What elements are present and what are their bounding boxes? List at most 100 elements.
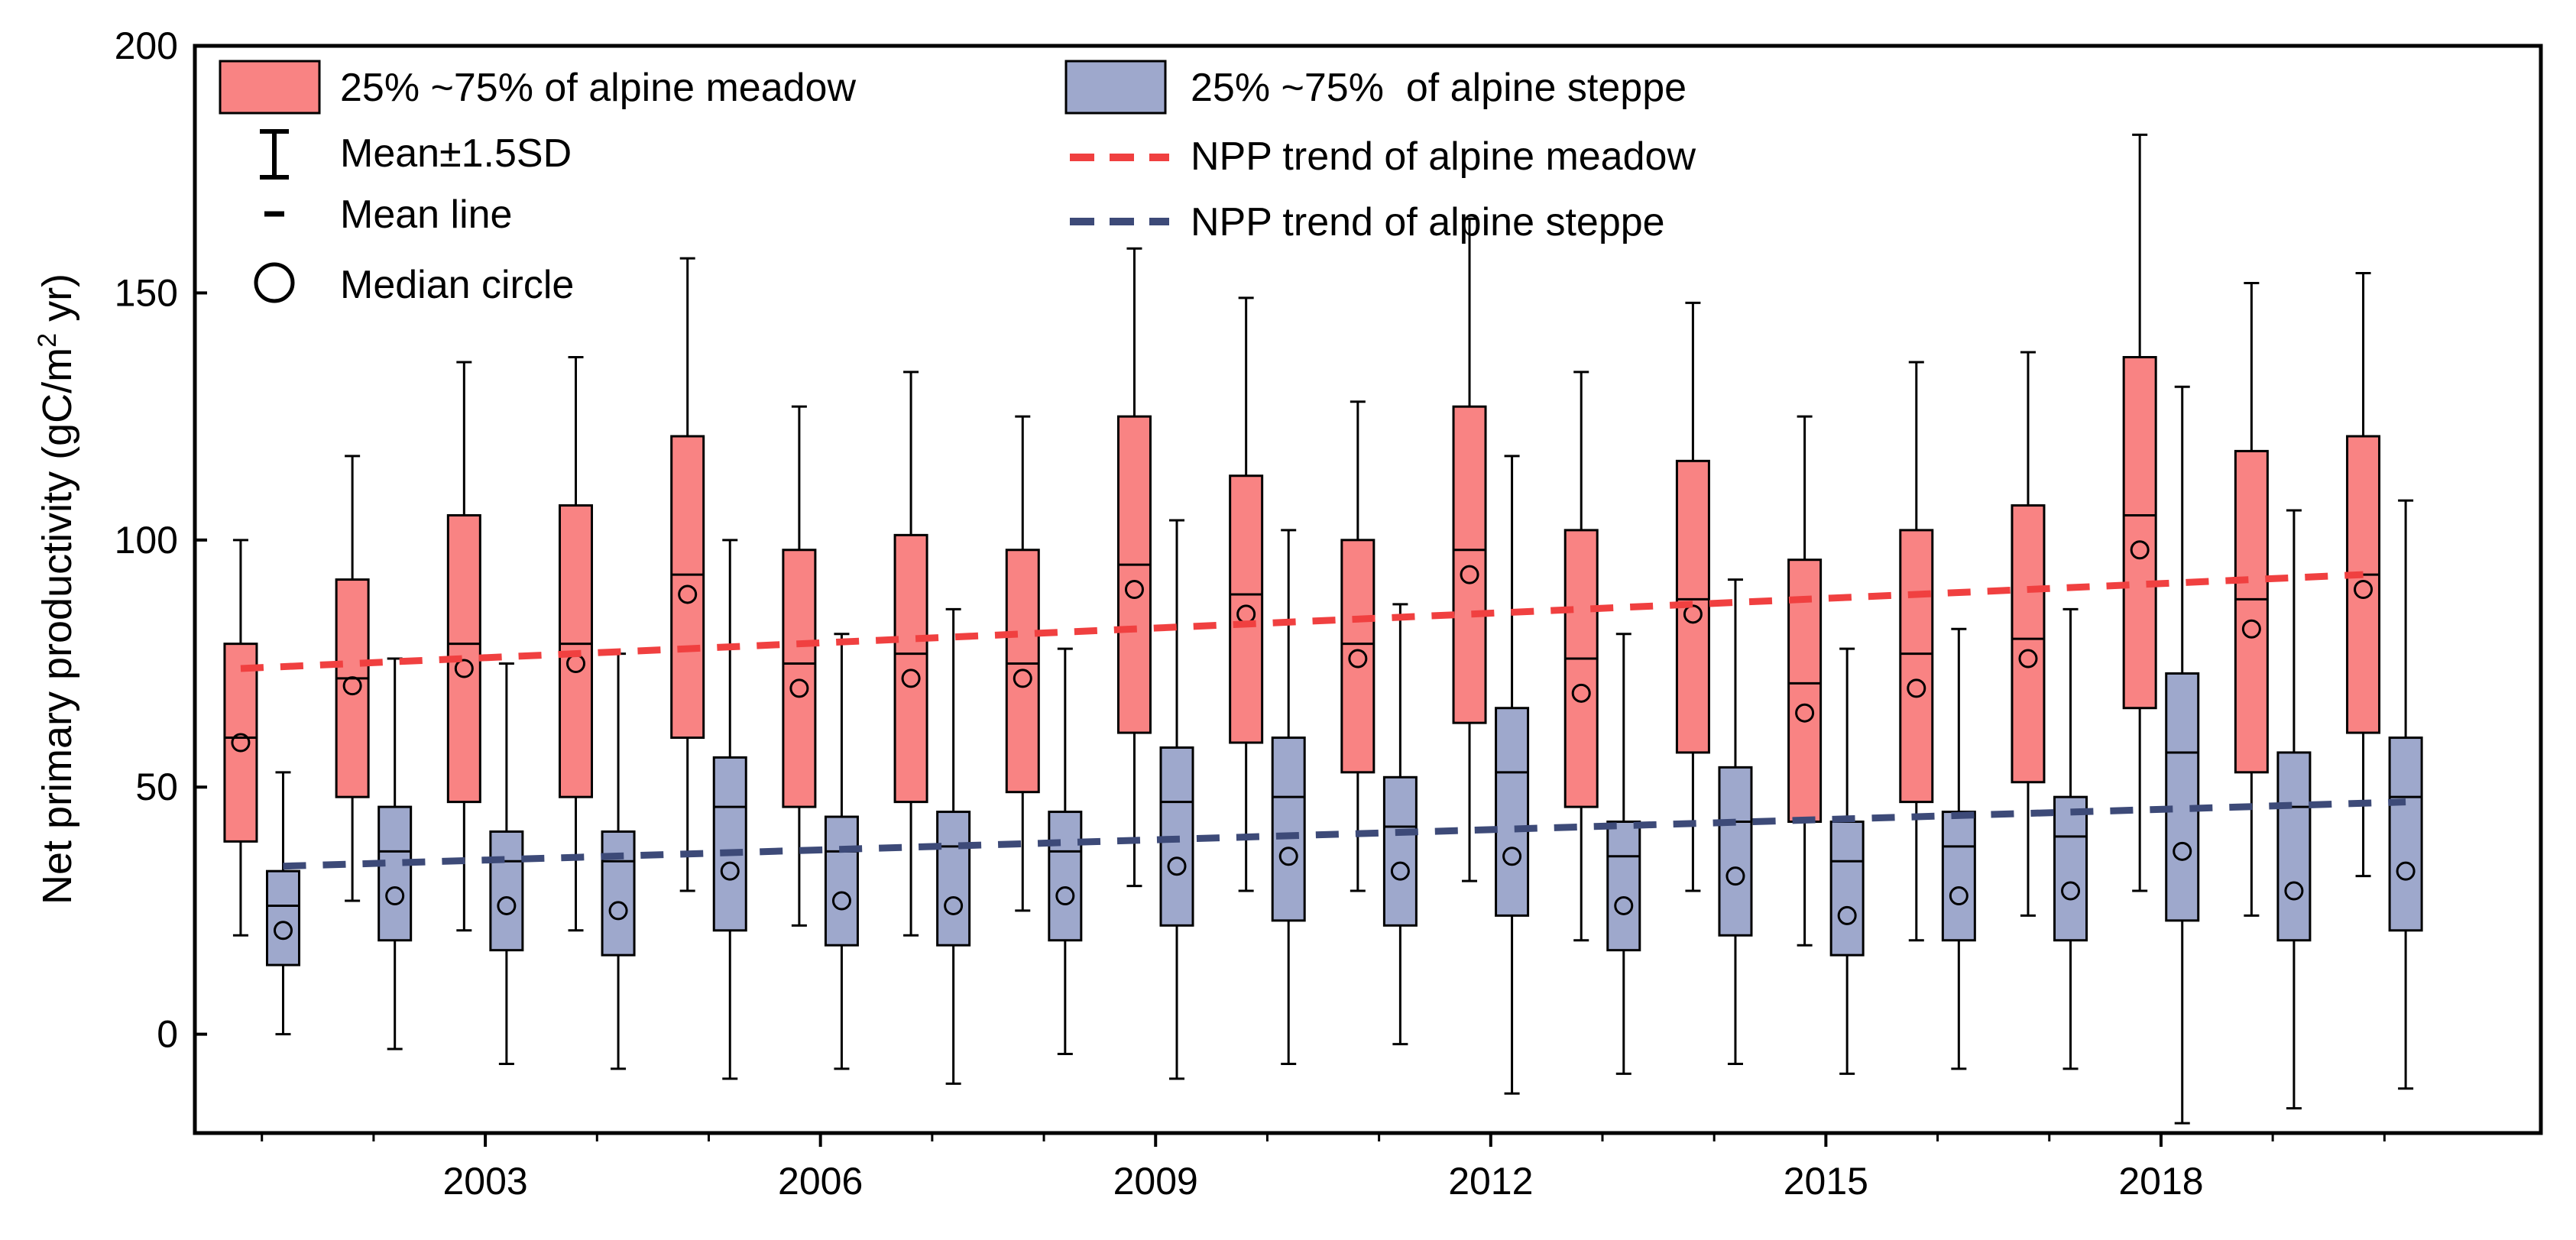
iqr-box — [1941, 811, 1976, 942]
iqr-box — [1116, 415, 1152, 734]
box-alpine-meadow-2001 — [223, 539, 258, 937]
legend: 25% ~75% of alpine meadow Mean±1.5SD Mea… — [219, 60, 1696, 307]
y-tick-label: 50 — [135, 766, 178, 808]
box-alpine-steppe-2020 — [2388, 499, 2423, 1090]
iqr-box — [1005, 549, 1040, 794]
median-circle — [789, 678, 809, 698]
median-circle — [342, 676, 362, 696]
legend-steppe-trend-label: NPP trend of alpine steppe — [1191, 200, 1665, 244]
median-circle — [2284, 881, 2304, 901]
x-tick-label: 2018 — [2118, 1160, 2203, 1203]
iqr-box — [782, 549, 817, 808]
iqr-box — [2276, 751, 2312, 942]
median-circle — [608, 901, 628, 921]
y-tick-label: 100 — [115, 519, 178, 562]
median-circle — [1124, 580, 1144, 599]
median-circle — [901, 669, 921, 688]
median-circle — [1907, 678, 1926, 698]
median-circle — [385, 886, 405, 906]
median-circle — [831, 891, 851, 911]
median-circle — [720, 861, 740, 881]
iqr-box — [1606, 821, 1641, 952]
median-circle — [1348, 649, 1368, 669]
legend-whisker-label: Mean±1.5SD — [340, 131, 572, 176]
box-alpine-steppe-2006 — [824, 633, 859, 1070]
legend-whisker-symbol — [260, 129, 289, 180]
median-circle — [1614, 895, 1634, 915]
iqr-box — [1829, 821, 1865, 957]
box-alpine-meadow-2015 — [1787, 415, 1823, 947]
legend-median-circle-label: Median circle — [340, 263, 574, 307]
x-tick-label: 2009 — [1113, 1160, 1198, 1203]
iqr-box — [1229, 474, 1264, 744]
box-alpine-meadow-2017 — [2011, 351, 2046, 917]
legend-meadow-box-label: 25% ~75% of alpine meadow — [340, 66, 856, 110]
legend-steppe-box-label: 25% ~75% of alpine steppe — [1191, 66, 1687, 110]
iqr-box — [1899, 529, 1934, 804]
median-circle — [2354, 580, 2373, 599]
box-alpine-meadow-2006 — [782, 405, 817, 927]
box-alpine-steppe-2017 — [2053, 607, 2088, 1070]
box-alpine-steppe-2016 — [1941, 627, 1976, 1070]
box-alpine-steppe-2013 — [1606, 633, 1641, 1075]
box-alpine-meadow-2007 — [893, 371, 928, 937]
legend-mean-line-label: Mean line — [340, 193, 512, 237]
x-tick-label: 2006 — [778, 1160, 863, 1203]
legend-median-circle-symbol — [254, 262, 295, 303]
box-alpine-steppe-2002 — [377, 657, 413, 1051]
box-alpine-meadow-2020 — [2346, 272, 2381, 878]
box-alpine-meadow-2016 — [1899, 361, 1934, 942]
y-tick-label: 150 — [115, 271, 178, 314]
box-alpine-meadow-2003 — [446, 361, 481, 932]
iqr-box — [1495, 707, 1530, 917]
box-alpine-meadow-2019 — [2234, 281, 2269, 917]
median-circle — [1949, 886, 1968, 906]
x-tick-label: 2012 — [1448, 1160, 1533, 1203]
box-alpine-steppe-2009 — [1159, 519, 1194, 1080]
box-alpine-steppe-2019 — [2276, 509, 2312, 1110]
median-circle — [231, 733, 251, 753]
median-circle — [678, 584, 698, 604]
iqr-box — [1271, 737, 1306, 922]
iqr-box — [223, 643, 258, 843]
legend-meadow-trend-label: NPP trend of alpine meadow — [1191, 134, 1696, 179]
median-circle — [2173, 841, 2192, 861]
box-alpine-steppe-2012 — [1495, 455, 1530, 1095]
box-alpine-meadow-2012 — [1452, 217, 1487, 882]
iqr-box — [1452, 405, 1487, 724]
median-circle — [2018, 649, 2038, 669]
median-circle — [1278, 847, 1298, 866]
iqr-box — [1718, 766, 1753, 937]
trend-line-alpine-meadow — [240, 571, 2364, 672]
iqr-box — [824, 815, 859, 947]
box-alpine-steppe-2005 — [712, 539, 747, 1080]
median-circle — [2396, 861, 2416, 881]
median-circle — [1725, 866, 1745, 886]
plot-frame — [193, 44, 2543, 1135]
median-circle — [1055, 886, 1075, 906]
box-alpine-steppe-2010 — [1271, 529, 1306, 1065]
box-alpine-meadow-2005 — [670, 257, 705, 892]
median-circle — [944, 895, 964, 915]
x-tick-label: 2003 — [442, 1160, 527, 1203]
trend-line-alpine-steppe — [283, 798, 2406, 870]
box-alpine-steppe-2003 — [489, 662, 524, 1065]
iqr-box — [1382, 775, 1418, 927]
x-tick-label: 2015 — [1784, 1160, 1868, 1203]
median-circle — [1167, 856, 1187, 876]
iqr-box — [893, 533, 928, 804]
median-circle — [454, 659, 474, 678]
iqr-box — [2165, 672, 2200, 922]
median-circle — [1460, 565, 1479, 584]
iqr-box — [2011, 504, 2046, 784]
iqr-box — [601, 830, 636, 957]
box-alpine-steppe-2001 — [265, 771, 300, 1036]
box-alpine-steppe-2004 — [601, 652, 636, 1070]
median-circle — [1571, 683, 1591, 703]
median-circle — [1013, 669, 1032, 688]
median-circle — [2061, 881, 2081, 901]
box-alpine-meadow-2009 — [1116, 247, 1152, 888]
median-circle — [497, 895, 517, 915]
iqr-box — [936, 811, 971, 947]
box-alpine-steppe-2015 — [1829, 647, 1865, 1075]
